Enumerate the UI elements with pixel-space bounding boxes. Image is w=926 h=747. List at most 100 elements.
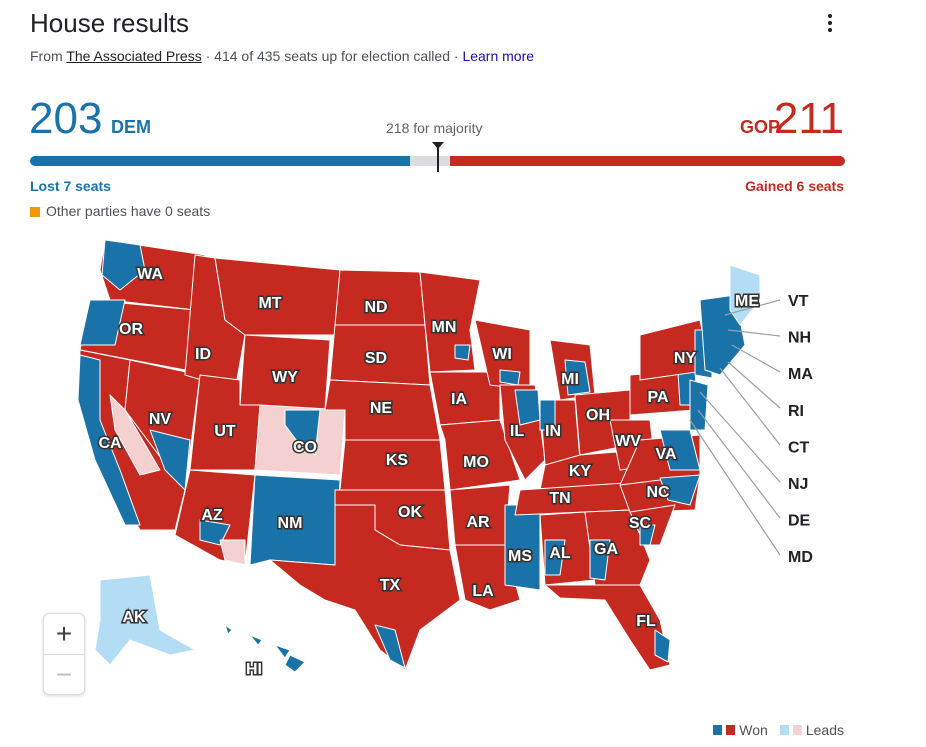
state-label-in: IN	[545, 423, 561, 440]
az-gop-lead[interactable]	[219, 539, 246, 566]
state-label-wa: WA	[137, 266, 163, 283]
state-label-ok: OK	[398, 504, 422, 521]
majority-label: 218 for majority	[386, 120, 483, 136]
state-mo[interactable]	[439, 419, 521, 491]
state-label-mo: MO	[463, 454, 489, 471]
va-dem-district[interactable]	[659, 429, 701, 471]
state-ak[interactable]	[94, 574, 196, 666]
other-party-swatch	[30, 207, 40, 217]
seat-bar-gop	[449, 156, 845, 166]
legend-won: Won	[739, 722, 768, 738]
state-label-nd: ND	[364, 299, 387, 316]
in-dem-district[interactable]	[539, 399, 556, 431]
state-nj-md-de[interactable]	[689, 379, 709, 431]
mi-dem-district[interactable]	[564, 359, 591, 396]
callout-label-md[interactable]: MD	[788, 549, 813, 566]
state-label-wy: WY	[272, 369, 298, 386]
state-label-tn: TN	[549, 490, 570, 507]
mn-dem-district[interactable]	[454, 344, 471, 361]
majority-marker-icon	[432, 142, 444, 172]
wi-dem-district[interactable]	[499, 369, 521, 386]
seat-bar-dem	[30, 156, 411, 166]
gop-label: GOP	[739, 117, 780, 137]
state-tx[interactable]	[269, 504, 461, 671]
lead-gop-swatch	[792, 725, 802, 735]
state-label-or: OR	[119, 321, 143, 338]
state-label-ga: GA	[594, 541, 618, 558]
dem-label: DEM	[111, 117, 151, 137]
state-mt[interactable]	[214, 257, 341, 336]
state-label-ks: KS	[386, 452, 409, 469]
state-label-ne: NE	[370, 400, 393, 417]
callout-label-nh[interactable]: NH	[788, 330, 811, 347]
state-label-nc: NC	[646, 484, 670, 501]
or-dem-district[interactable]	[79, 299, 126, 346]
wa-dem-district[interactable]	[101, 239, 146, 291]
state-label-ia: IA	[451, 391, 467, 408]
other-parties-text: Other parties have 0 seats	[46, 203, 211, 219]
ga-dem-district[interactable]	[589, 539, 611, 581]
state-label-ny: NY	[674, 350, 697, 367]
state-label-id: ID	[195, 346, 211, 363]
source-prefix: From	[30, 48, 67, 64]
state-me[interactable]	[729, 264, 761, 326]
dem-seat-count: 203	[29, 94, 103, 143]
state-label-wv: WV	[615, 433, 641, 450]
co-dem-district[interactable]	[284, 409, 321, 456]
state-label-ak: AK	[122, 609, 146, 626]
gop-seat-count: 211	[773, 94, 844, 143]
tx-dem-district[interactable]	[374, 624, 406, 669]
state-label-ms: MS	[508, 548, 532, 565]
source-link[interactable]: The Associated Press	[66, 48, 202, 64]
state-label-ut: UT	[214, 423, 236, 440]
ca-dem-coast[interactable]	[77, 354, 141, 526]
state-label-al: AL	[549, 545, 571, 562]
state-label-il: IL	[510, 423, 524, 440]
state-label-ca: CA	[98, 435, 122, 452]
page-title: House results	[30, 8, 189, 38]
lead-dem-swatch	[779, 725, 789, 735]
state-hi[interactable]	[224, 624, 306, 673]
state-label-nv: NV	[149, 411, 172, 428]
state-label-va: VA	[655, 446, 676, 463]
fl-dem-district[interactable]	[654, 629, 671, 663]
state-la[interactable]	[454, 544, 521, 611]
zoom-out-button[interactable]: −	[44, 654, 84, 695]
sc-dem-district[interactable]	[639, 524, 656, 546]
state-label-ar: AR	[466, 514, 490, 531]
dem-seat-change: Lost 7 seats	[30, 178, 111, 194]
il-dem-district[interactable]	[514, 389, 541, 426]
state-label-me: ME	[735, 293, 759, 310]
state-label-wi: WI	[492, 346, 512, 363]
callout-label-nj[interactable]: NJ	[788, 476, 808, 493]
state-label-sd: SD	[365, 350, 387, 367]
state-fl[interactable]	[544, 584, 671, 671]
state-label-fl: FL	[636, 613, 656, 630]
state-nd[interactable]	[334, 269, 426, 326]
gop-seat-change: Gained 6 seats	[745, 178, 844, 194]
called-text: · 414 of 435 seats up for election calle…	[201, 48, 463, 64]
callout-label-vt[interactable]: VT	[788, 293, 809, 310]
state-label-oh: OH	[586, 407, 610, 424]
state-label-az: AZ	[201, 507, 223, 524]
learn-more-link[interactable]: Learn more	[462, 48, 535, 64]
callout-label-ct[interactable]: CT	[788, 439, 810, 456]
won-dem-swatch	[713, 725, 723, 735]
callout-label-ri[interactable]: RI	[788, 403, 804, 420]
state-label-la: LA	[472, 583, 494, 600]
callout-label-ma[interactable]: MA	[788, 366, 813, 383]
more-options-icon[interactable]	[818, 10, 842, 36]
won-gop-swatch	[726, 725, 736, 735]
nc-dem-district[interactable]	[659, 474, 701, 506]
state-label-pa: PA	[647, 389, 668, 406]
us-house-map[interactable]: WA OR CA NV ID MT WY UT CO AZ NM ND SD NE KS OK TX MN IA MO…	[0, 230, 926, 720]
source-line: From The Associated Press · 414 of 435 s…	[30, 48, 534, 64]
az-dem-district[interactable]	[199, 519, 231, 546]
al-dem-district[interactable]	[544, 539, 566, 576]
callout-label-de[interactable]: DE	[788, 513, 811, 530]
state-label-mt: MT	[258, 295, 281, 312]
zoom-in-button[interactable]: +	[55, 618, 73, 649]
zoom-control: + −	[43, 613, 85, 695]
state-label-co: CO	[293, 439, 317, 456]
ca-gop-lead[interactable]	[109, 394, 161, 476]
